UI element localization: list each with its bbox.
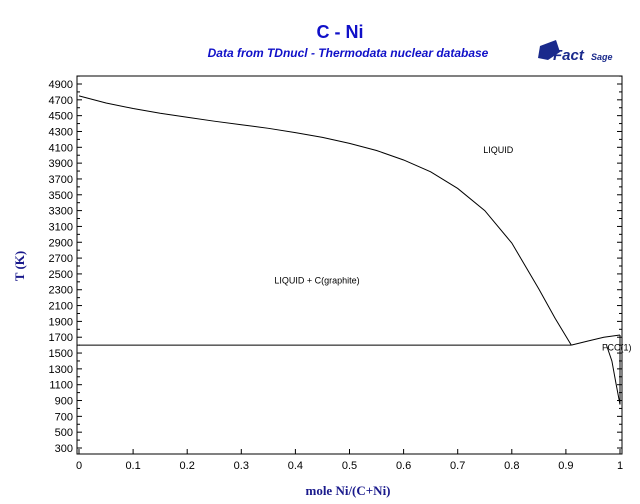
phase-boundaries: [78, 95, 621, 405]
y-axis-label: T (K): [12, 251, 27, 281]
y-tick-label: 3700: [49, 174, 73, 186]
x-tick-label: 0.8: [504, 460, 519, 472]
axis-ticks: 0 0.1 0.2 0.3 0.4 0.5 0.6 0.7 0.8 0.9 130050070090…: [49, 75, 623, 472]
region-labels: LIQUID LIQUID + C(graphite) FCC(1): [274, 145, 631, 353]
x-tick-label: 0.2: [180, 460, 195, 472]
phase-boundary-line: [606, 344, 621, 405]
logo-text-fact: Fact: [553, 47, 585, 64]
phase-boundary-line: [78, 95, 572, 346]
y-tick-label: 3100: [49, 221, 73, 233]
y-tick-label: 500: [55, 427, 73, 439]
y-tick-label: 2500: [49, 269, 73, 281]
x-tick-label: 1: [617, 460, 623, 472]
y-tick-label: 3300: [49, 206, 73, 218]
y-tick-label: 2700: [49, 253, 73, 265]
y-tick-label: 4900: [49, 79, 73, 91]
logo-mark-icon: [538, 40, 560, 60]
y-tick-label: 4700: [49, 95, 73, 107]
chart-title: C - Ni: [317, 22, 364, 42]
x-tick-label: 0.1: [125, 460, 140, 472]
region-label: LIQUID + C(graphite): [274, 275, 359, 285]
y-tick-label: 300: [55, 443, 73, 455]
y-tick-label: 1100: [49, 380, 73, 392]
x-tick-label: 0.4: [288, 460, 303, 472]
chart-subtitle: Data from TDnucl - Thermodata nuclear da…: [208, 46, 489, 60]
y-tick-label: 4300: [49, 126, 73, 138]
logo-text-sage: Sage: [591, 52, 613, 62]
x-tick-label: 0.3: [234, 460, 249, 472]
x-axis-label: mole Ni/(C+Ni): [305, 483, 390, 498]
y-tick-label: 1700: [49, 332, 73, 344]
y-tick-label: 2300: [49, 285, 73, 297]
y-tick-label: 4100: [49, 142, 73, 154]
y-tick-label: 1900: [49, 316, 73, 328]
y-tick-label: 3900: [49, 158, 73, 170]
x-tick-label: 0.6: [396, 460, 411, 472]
x-tick-label: 0.7: [450, 460, 465, 472]
region-label: LIQUID: [483, 145, 514, 155]
phase-boundary-line: [571, 334, 621, 346]
y-tick-label: 900: [55, 396, 73, 408]
region-label: FCC(1): [602, 343, 632, 353]
x-tick-label: 0.5: [342, 460, 357, 472]
x-tick-label: 0: [76, 460, 82, 472]
y-tick-label: 2900: [49, 237, 73, 249]
y-tick-label: 2100: [49, 301, 73, 313]
y-tick-label: 700: [55, 411, 73, 423]
y-tick-label: 4500: [49, 111, 73, 123]
y-tick-label: 1500: [49, 348, 73, 360]
plot-frame: [76, 75, 623, 455]
x-tick-label: 0.9: [558, 460, 573, 472]
y-tick-label: 3500: [49, 190, 73, 202]
factsage-logo: Fact Sage: [538, 40, 613, 64]
y-tick-label: 1300: [49, 364, 73, 376]
